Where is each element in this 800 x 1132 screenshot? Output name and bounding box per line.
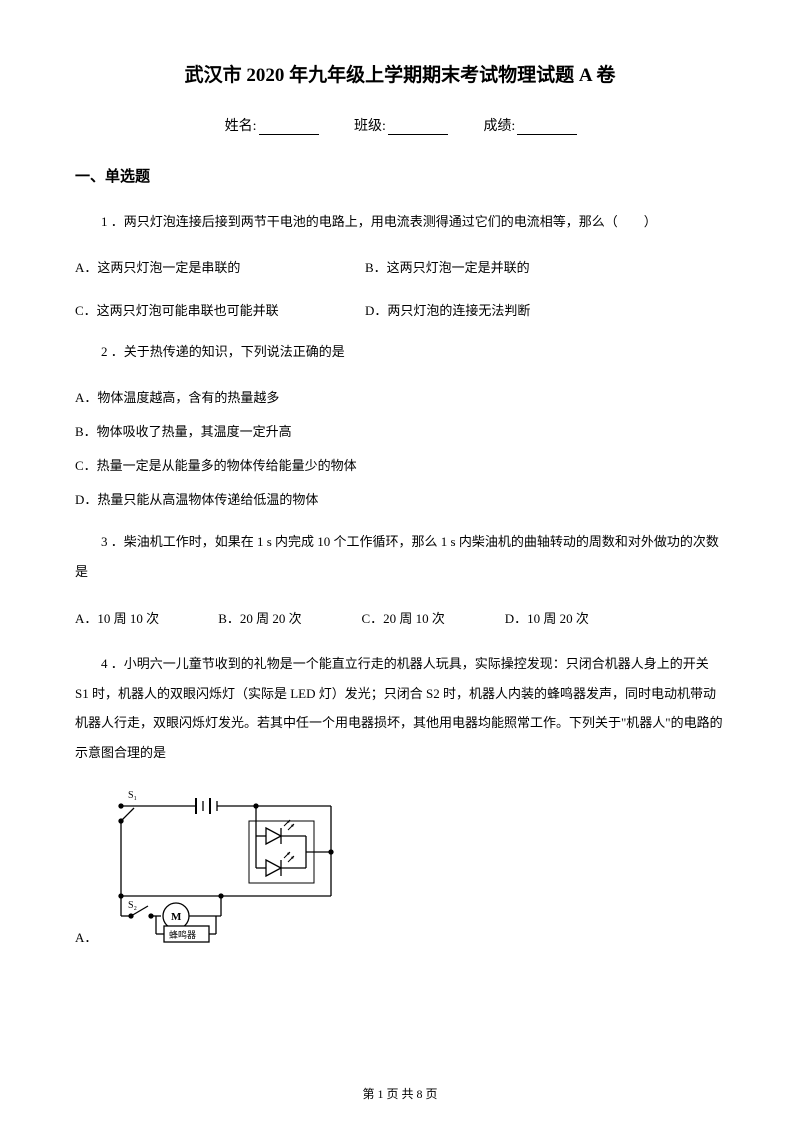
svg-text:S₁: S₁ <box>128 790 137 801</box>
q4-option-a-label: A． <box>75 927 97 946</box>
section-heading: 一、单选题 <box>75 165 725 186</box>
name-label: 姓名: <box>225 119 257 134</box>
name-blank <box>259 121 319 135</box>
page-footer: 第 1 页 共 8 页 <box>0 1085 800 1102</box>
question-2-text: 2 ．关于热传递的知识，下列说法正确的是 <box>75 338 725 367</box>
q3-option-a: A．10 周 10 次 <box>75 605 215 634</box>
q1-option-a: A．这两只灯泡一定是串联的 <box>75 252 365 283</box>
q1-option-b: B．这两只灯泡一定是并联的 <box>365 252 530 283</box>
circuit-diagram-icon: S₁ <box>106 786 341 946</box>
q1-option-c: C．这两只灯泡可能串联也可能并联 <box>75 295 365 326</box>
question-2-options: A．物体温度越高，含有的热量越多 B．物体吸收了热量，其温度一定升高 C．热量一… <box>75 382 725 516</box>
footer-mid: 页 共 <box>383 1087 416 1101</box>
q4-diagram-container: A． S₁ <box>75 786 725 946</box>
q3-option-d: D．10 周 20 次 <box>505 605 645 634</box>
score-blank <box>517 121 577 135</box>
svg-text:M: M <box>171 911 182 923</box>
q2-option-a: A．物体温度越高，含有的热量越多 <box>75 382 725 413</box>
footer-prefix: 第 <box>362 1087 377 1101</box>
q1-option-d: D．两只灯泡的连接无法判断 <box>365 295 530 326</box>
q2-option-b: B．物体吸收了热量，其温度一定升高 <box>75 416 725 447</box>
question-4-text: 4 ．小明六一儿童节收到的礼物是一个能直立行走的机器人玩具，实际操控发现：只闭合… <box>75 649 725 769</box>
q2-option-d: D．热量只能从高温物体传递给低温的物体 <box>75 484 725 515</box>
exam-title: 武汉市 2020 年九年级上学期期末考试物理试题 A 卷 <box>75 60 725 87</box>
class-blank <box>388 121 448 135</box>
svg-text:蜂鸣器: 蜂鸣器 <box>169 929 196 940</box>
q3-option-b: B．20 周 20 次 <box>218 605 358 634</box>
student-info-line: 姓名: 班级: 成绩: <box>75 115 725 135</box>
footer-suffix: 页 <box>423 1087 438 1101</box>
class-label: 班级: <box>354 119 386 134</box>
question-3-options: A．10 周 10 次 B．20 周 20 次 C．20 周 10 次 D．10… <box>75 605 725 634</box>
svg-text:S₂: S₂ <box>128 900 137 911</box>
score-label: 成绩: <box>483 119 515 134</box>
q3-option-c: C．20 周 10 次 <box>362 605 502 634</box>
question-1-options-row2: C．这两只灯泡可能串联也可能并联 D．两只灯泡的连接无法判断 <box>75 295 725 326</box>
question-1-options-row1: A．这两只灯泡一定是串联的 B．这两只灯泡一定是并联的 <box>75 252 725 283</box>
question-3-text: 3 ．柴油机工作时，如果在 1 s 内完成 10 个工作循环，那么 1 s 内柴… <box>75 527 725 587</box>
q2-option-c: C．热量一定是从能量多的物体传给能量少的物体 <box>75 450 725 481</box>
question-1-text: 1 ．两只灯泡连接后接到两节干电池的电路上，用电流表测得通过它们的电流相等，那么… <box>75 208 725 237</box>
